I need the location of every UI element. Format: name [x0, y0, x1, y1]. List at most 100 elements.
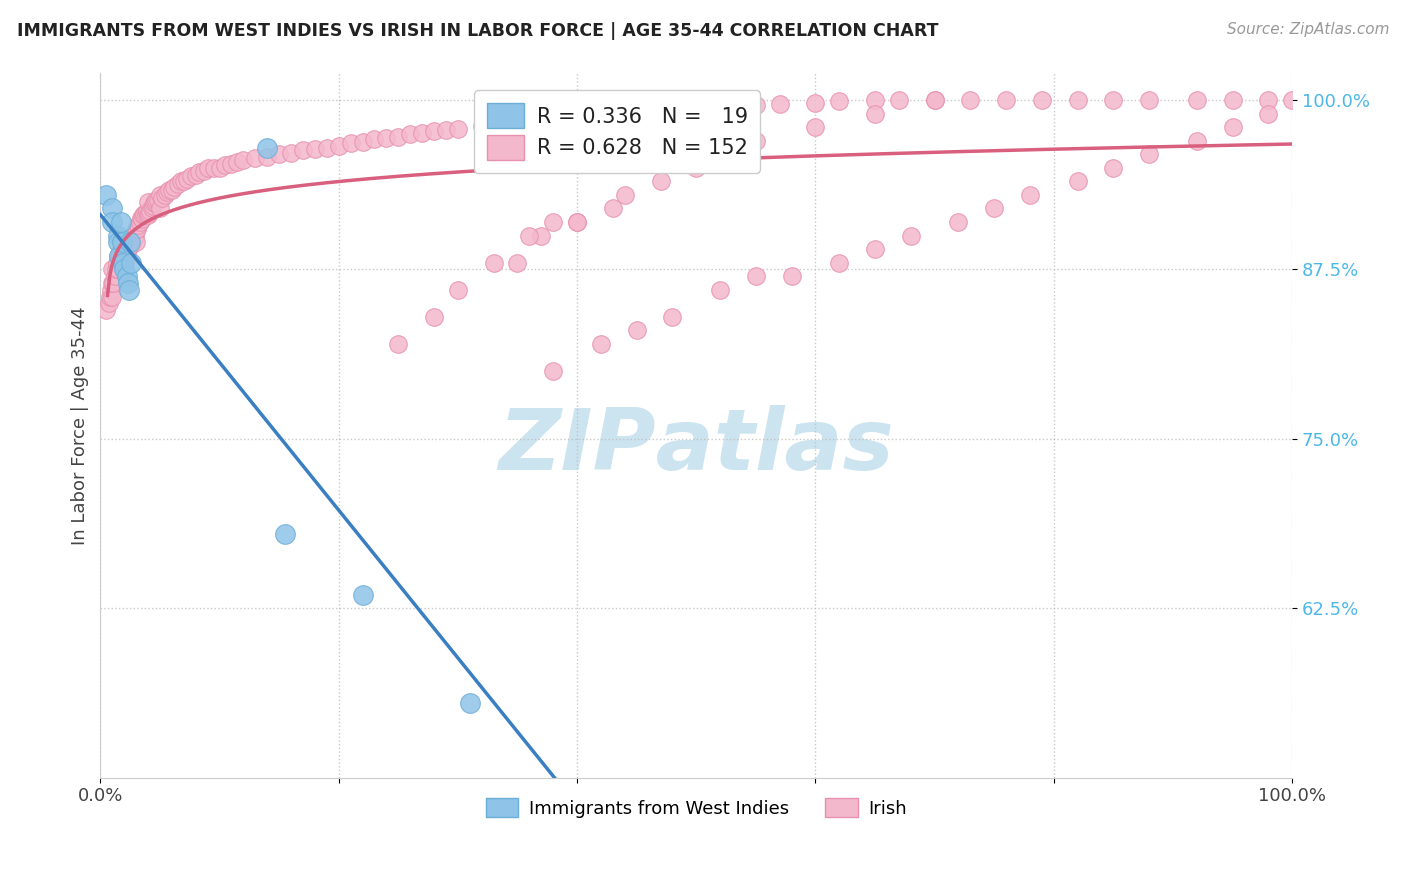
Point	[387, 129, 409, 144]
Point	[423, 124, 446, 138]
Point	[637, 105, 659, 120]
Point	[1222, 120, 1244, 135]
Point	[541, 215, 564, 229]
Point	[828, 255, 851, 269]
Point	[458, 696, 481, 710]
Y-axis label: In Labor Force | Age 35-44: In Labor Force | Age 35-44	[72, 306, 89, 545]
Point	[863, 242, 886, 256]
Point	[166, 177, 188, 191]
Point	[117, 276, 139, 290]
Point	[363, 132, 385, 146]
Point	[924, 93, 946, 107]
Point	[143, 194, 166, 209]
Point	[118, 283, 141, 297]
Point	[948, 215, 970, 229]
Point	[153, 188, 176, 202]
Point	[112, 262, 135, 277]
Point	[112, 262, 135, 277]
Point	[519, 228, 541, 243]
Point	[98, 289, 121, 303]
Point	[506, 255, 529, 269]
Point	[685, 161, 707, 175]
Point	[159, 182, 181, 196]
Point	[274, 526, 297, 541]
Point	[107, 228, 129, 243]
Point	[100, 283, 122, 297]
Point	[117, 242, 139, 256]
Point	[226, 155, 249, 169]
Point	[613, 106, 636, 120]
Point	[447, 283, 470, 297]
Point	[197, 161, 219, 175]
Point	[118, 238, 141, 252]
Point	[589, 337, 612, 351]
Point	[280, 145, 302, 160]
Point	[1222, 93, 1244, 107]
Point	[111, 255, 134, 269]
Point	[193, 163, 215, 178]
Point	[101, 276, 124, 290]
Point	[661, 103, 683, 117]
Point	[108, 249, 131, 263]
Point	[900, 228, 922, 243]
Point	[188, 165, 211, 179]
Point	[745, 98, 768, 112]
Point	[120, 235, 142, 250]
Point	[105, 255, 128, 269]
Point	[127, 222, 149, 236]
Point	[399, 127, 422, 141]
Point	[983, 202, 1005, 216]
Point	[107, 249, 129, 263]
Point	[131, 212, 153, 227]
Point	[104, 269, 127, 284]
Point	[578, 109, 600, 123]
Point	[887, 93, 910, 107]
Point	[128, 215, 150, 229]
Point	[149, 188, 172, 202]
Point	[1185, 134, 1208, 148]
Point	[115, 269, 138, 284]
Point	[482, 118, 505, 132]
Point	[1066, 174, 1088, 188]
Point	[530, 228, 553, 243]
Point	[482, 255, 505, 269]
Point	[1137, 147, 1160, 161]
Point	[121, 234, 143, 248]
Point	[112, 249, 135, 263]
Point	[120, 255, 142, 269]
Point	[104, 262, 127, 277]
Point	[115, 235, 138, 250]
Point	[269, 147, 291, 161]
Legend: Immigrants from West Indies, Irish: Immigrants from West Indies, Irish	[478, 791, 914, 825]
Point	[1102, 93, 1125, 107]
Point	[232, 153, 254, 167]
Point	[863, 93, 886, 107]
Point	[103, 276, 125, 290]
Point	[143, 196, 166, 211]
Point	[387, 337, 409, 351]
Point	[141, 202, 163, 216]
Point	[149, 202, 172, 216]
Point	[114, 255, 136, 269]
Point	[613, 188, 636, 202]
Text: ZIP​atlas: ZIP​atlas	[498, 405, 894, 488]
Point	[111, 249, 134, 263]
Point	[110, 215, 132, 229]
Point	[304, 142, 326, 156]
Point	[127, 218, 149, 232]
Point	[136, 194, 159, 209]
Point	[863, 106, 886, 120]
Point	[111, 235, 134, 250]
Point	[1019, 188, 1042, 202]
Point	[709, 100, 731, 114]
Point	[208, 161, 231, 175]
Point	[170, 174, 193, 188]
Point	[339, 136, 361, 151]
Point	[115, 249, 138, 263]
Point	[685, 101, 707, 115]
Point	[136, 208, 159, 222]
Point	[108, 249, 131, 263]
Point	[1137, 93, 1160, 107]
Point	[745, 134, 768, 148]
Point	[1031, 93, 1053, 107]
